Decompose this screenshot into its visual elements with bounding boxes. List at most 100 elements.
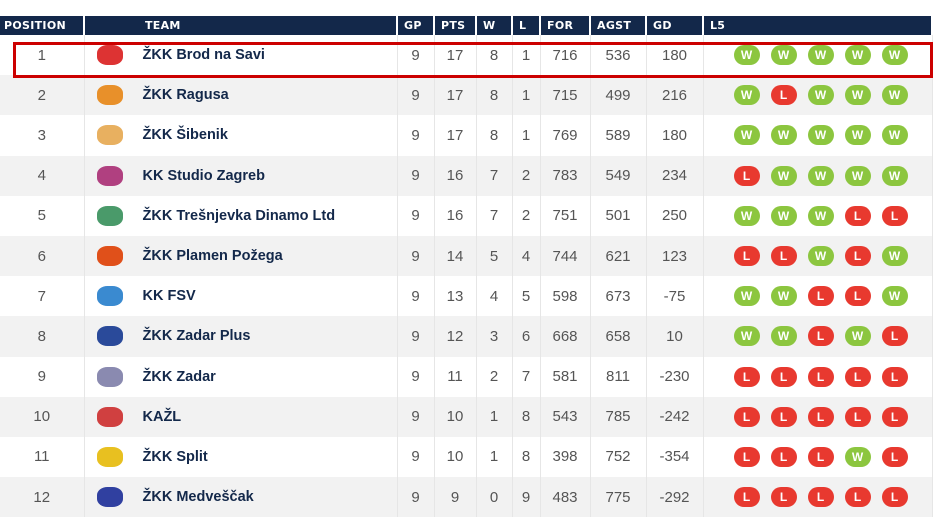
team-name[interactable]: KK Studio Zagreb [142, 167, 265, 184]
gp-cell: 9 [397, 396, 435, 437]
loss-badge: L [844, 487, 871, 508]
col-gp[interactable]: GP [397, 16, 435, 35]
team-cell[interactable]: KK Studio Zagreb [84, 155, 398, 196]
table-row[interactable]: 2 ŽKK Ragusa 9 17 8 1 715 499 216 W L W W W [0, 75, 933, 116]
team-cell[interactable]: ŽKK Ragusa [84, 75, 398, 116]
table-row[interactable]: 10 KAŽL 9 10 1 8 543 785 -242 L L L L L [0, 396, 933, 437]
loss-badge: L [807, 326, 834, 347]
win-badge: W [881, 286, 908, 307]
team-cell[interactable]: KAŽL [84, 396, 398, 437]
team-name[interactable]: ŽKK Trešnjevka Dinamo Ltd [142, 207, 336, 224]
win-badge: W [770, 45, 797, 66]
loss-badge: L [807, 487, 834, 508]
table-row[interactable]: 7 KK FSV 9 13 4 5 598 673 -75 W W L L W [0, 276, 933, 317]
table-row[interactable]: 8 ŽKK Zadar Plus 9 12 3 6 668 658 10 W W L W L [0, 316, 933, 357]
col-gd[interactable]: GD [646, 16, 704, 35]
gd-cell: -354 [646, 436, 704, 478]
pts-cell: 11 [434, 356, 477, 397]
w-cell: 8 [476, 115, 513, 156]
win-badge: W [807, 45, 834, 66]
team-name[interactable]: ŽKK Medveščak [142, 489, 254, 506]
team-cell[interactable]: ŽKK Split [84, 436, 398, 478]
position-cell: 6 [0, 235, 85, 277]
l-cell: 1 [512, 35, 541, 76]
l-cell: 5 [512, 276, 541, 317]
gd-cell: -242 [646, 396, 704, 437]
gd-cell: 123 [646, 235, 704, 277]
agst-cell: 536 [590, 35, 647, 76]
team-name[interactable]: ŽKK Split [142, 448, 208, 465]
team-name[interactable]: ŽKK Zadar Plus [142, 328, 251, 345]
table-row[interactable]: 3 ŽKK Šibenik 9 17 8 1 769 589 180 W W W W W [0, 115, 933, 156]
col-l[interactable]: L [512, 16, 541, 35]
agst-cell: 589 [590, 115, 647, 156]
win-badge: W [770, 165, 797, 186]
gp-cell: 9 [397, 115, 435, 156]
for-cell: 751 [540, 195, 591, 236]
position-cell: 1 [0, 35, 85, 76]
agst-cell: 785 [590, 396, 647, 437]
table-row[interactable]: 5 ŽKK Trešnjevka Dinamo Ltd 9 16 7 2 751 501 250… [0, 195, 933, 236]
team-cell[interactable]: ŽKK Brod na Savi [84, 35, 398, 76]
team-cell[interactable]: ŽKK Zadar Plus [84, 316, 398, 357]
team-cell[interactable]: KK FSV [84, 276, 398, 317]
team-cell[interactable]: ŽKK Medveščak [84, 477, 398, 518]
table-row[interactable]: 1 ŽKK Brod na Savi 9 17 8 1 716 536 180 W W W W W [0, 35, 933, 76]
team-name[interactable]: ŽKK Brod na Savi [142, 47, 265, 64]
team-cell[interactable]: ŽKK Plamen Požega [84, 235, 398, 277]
l-cell: 2 [512, 155, 541, 196]
win-badge: W [733, 326, 760, 347]
l-cell: 6 [512, 316, 541, 357]
win-badge: W [881, 45, 908, 66]
win-badge: W [733, 85, 760, 106]
win-badge: W [844, 85, 871, 106]
gd-cell: -292 [646, 477, 704, 518]
gp-cell: 9 [397, 35, 435, 76]
col-agst[interactable]: AGST [590, 16, 647, 35]
position-cell: 12 [0, 477, 85, 518]
col-for[interactable]: FOR [540, 16, 591, 35]
loss-badge: L [807, 286, 834, 307]
team-name[interactable]: ŽKK Zadar [142, 368, 216, 385]
win-badge: W [881, 165, 908, 186]
w-cell: 4 [476, 276, 513, 317]
team-name[interactable]: ŽKK Plamen Požega [142, 248, 283, 265]
pts-cell: 9 [434, 477, 477, 518]
table-row[interactable]: 4 KK Studio Zagreb 9 16 7 2 783 549 234 L W W W W [0, 155, 933, 196]
team-cell[interactable]: ŽKK Zadar [84, 356, 398, 397]
col-position[interactable]: POSITION [0, 16, 85, 35]
agst-cell: 658 [590, 316, 647, 357]
team-name[interactable]: KK FSV [142, 288, 196, 305]
win-badge: W [844, 165, 871, 186]
col-pts[interactable]: PTS [434, 16, 477, 35]
win-badge: W [807, 246, 834, 267]
team-name[interactable]: ŽKK Šibenik [142, 127, 228, 144]
win-badge: W [844, 125, 871, 146]
team-cell[interactable]: ŽKK Šibenik [84, 115, 398, 156]
team-cell[interactable]: ŽKK Trešnjevka Dinamo Ltd [84, 195, 398, 236]
loss-badge: L [844, 366, 871, 387]
loss-badge: L [770, 446, 797, 467]
col-w[interactable]: W [476, 16, 513, 35]
team-name[interactable]: KAŽL [142, 408, 182, 425]
table-row[interactable]: 12 ŽKK Medveščak 9 9 0 9 483 775 -292 L L L L L [0, 477, 933, 518]
win-badge: W [770, 286, 797, 307]
gp-cell: 9 [397, 477, 435, 518]
w-cell: 3 [476, 316, 513, 357]
loss-badge: L [770, 246, 797, 267]
position-cell: 11 [0, 436, 85, 478]
gd-cell: 180 [646, 115, 704, 156]
team-name[interactable]: ŽKK Ragusa [142, 87, 229, 104]
loss-badge: L [881, 366, 908, 387]
table-row[interactable]: 11 ŽKK Split 9 10 1 8 398 752 -354 L L L W L [0, 436, 933, 478]
table-row[interactable]: 9 ŽKK Zadar 9 11 2 7 581 811 -230 L L L L L [0, 356, 933, 397]
col-team[interactable]: TEAM [84, 16, 398, 35]
table-row[interactable]: 6 ŽKK Plamen Požega 9 14 5 4 744 621 123 L L W L W [0, 235, 933, 277]
gd-cell: 10 [646, 316, 704, 357]
